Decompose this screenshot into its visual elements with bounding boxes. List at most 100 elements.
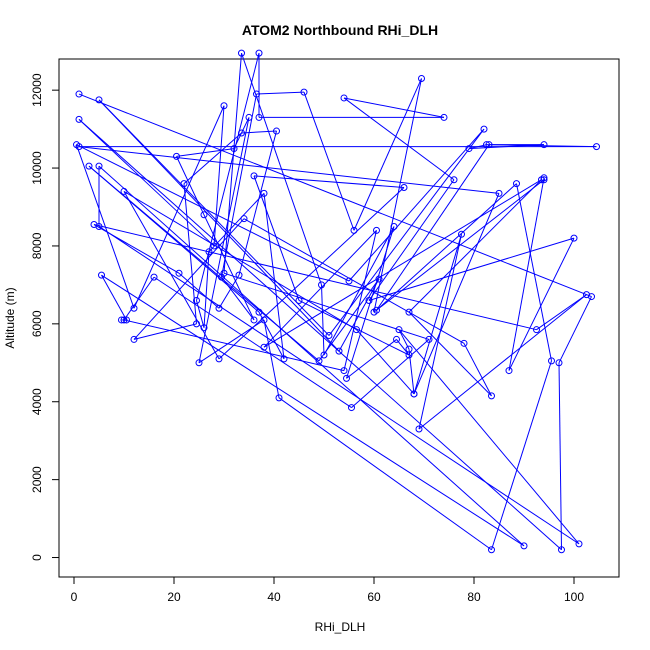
series-segment <box>303 91 355 231</box>
series-segment <box>123 276 155 321</box>
series-segment <box>183 183 197 324</box>
data-point <box>150 273 158 281</box>
data-point <box>458 230 465 238</box>
y-tick-label: 10000 <box>30 151 44 185</box>
data-point <box>460 339 468 347</box>
x-tick-label: 20 <box>167 590 181 604</box>
series-segment <box>98 226 580 545</box>
series-segment <box>223 272 430 340</box>
series-segment <box>558 296 592 364</box>
series-segment <box>321 284 325 356</box>
data-point <box>215 304 223 312</box>
series-segment <box>208 193 265 253</box>
series-segment <box>93 224 537 331</box>
data-point <box>405 345 413 353</box>
data-point <box>495 189 503 197</box>
series-segment <box>318 278 380 362</box>
series-segment <box>376 183 517 311</box>
data-point <box>410 390 418 398</box>
data-point <box>538 176 545 184</box>
series-segment <box>133 105 225 309</box>
data-point <box>85 162 93 170</box>
series-segment <box>78 119 215 247</box>
series-segment <box>408 349 415 395</box>
x-tick-label: 80 <box>467 590 481 604</box>
data-point <box>193 296 200 304</box>
data-point <box>250 316 258 324</box>
data-point <box>365 296 373 304</box>
y-tick-label: 0 <box>30 554 44 561</box>
series-segment <box>373 78 422 313</box>
data-point <box>520 542 528 550</box>
y-tick-label: 2000 <box>30 466 44 493</box>
y-axis: 0 2000 4000 6000 8000 10000 12000 <box>30 73 60 561</box>
y-axis-label: Altitude (m) <box>3 287 17 348</box>
series-segment <box>348 128 485 282</box>
series-segment <box>516 183 552 361</box>
series-segment <box>123 190 357 331</box>
series-segment <box>218 274 240 309</box>
series-segment <box>558 362 562 550</box>
data-point <box>335 347 343 355</box>
data-point <box>130 335 138 343</box>
series-segment <box>356 329 415 395</box>
data-point <box>250 172 258 180</box>
data-point <box>505 367 513 375</box>
x-axis-label: RHi_DLH <box>315 620 366 634</box>
series-segment <box>221 276 255 321</box>
series-segment <box>76 144 350 282</box>
data-point <box>255 49 263 57</box>
data-point <box>555 359 563 367</box>
data-point <box>533 326 540 334</box>
data-point <box>118 316 125 324</box>
data-point <box>415 425 423 433</box>
data-point <box>373 226 380 234</box>
data-point <box>205 248 213 256</box>
series-segment <box>368 237 575 301</box>
data-point <box>540 176 548 184</box>
data-point <box>275 394 283 402</box>
series-segment <box>343 230 377 371</box>
series-segment <box>98 165 525 547</box>
data-point <box>480 125 488 133</box>
data-point <box>485 141 493 149</box>
data-point <box>235 271 243 279</box>
series-segment <box>221 93 257 278</box>
series-segment <box>278 397 492 551</box>
series-segment <box>98 99 330 336</box>
data-point <box>260 316 268 324</box>
x-tick-label: 100 <box>564 590 584 604</box>
x-tick-label: 0 <box>71 590 78 604</box>
y-tick-label: 6000 <box>30 310 44 337</box>
data-point <box>425 335 433 343</box>
data-point <box>488 546 495 554</box>
series-segment <box>133 218 245 340</box>
series-segment <box>508 237 575 371</box>
data-point <box>583 291 590 299</box>
series-segment <box>203 214 255 321</box>
data-point <box>393 335 400 343</box>
series-segment <box>343 97 455 181</box>
series-lines <box>76 52 597 551</box>
series-segment <box>196 53 260 301</box>
series-segment <box>508 177 545 371</box>
data-point <box>240 215 248 223</box>
data-point <box>238 129 245 137</box>
series-segment <box>78 93 592 298</box>
data-point <box>558 546 565 554</box>
data-point <box>175 269 183 277</box>
series-segment <box>323 226 395 356</box>
data-point <box>483 141 490 149</box>
series-segment <box>101 274 127 321</box>
series-segment <box>413 234 462 395</box>
data-point <box>343 374 350 382</box>
data-point <box>193 320 200 328</box>
chart-title: ATOM2 Northbound RHi_DLH <box>242 22 438 38</box>
data-point <box>340 367 348 375</box>
series-segment <box>256 91 305 95</box>
series-segment <box>218 187 405 360</box>
data-point <box>200 211 208 219</box>
x-tick-label: 40 <box>267 590 281 604</box>
data-point <box>395 326 403 334</box>
